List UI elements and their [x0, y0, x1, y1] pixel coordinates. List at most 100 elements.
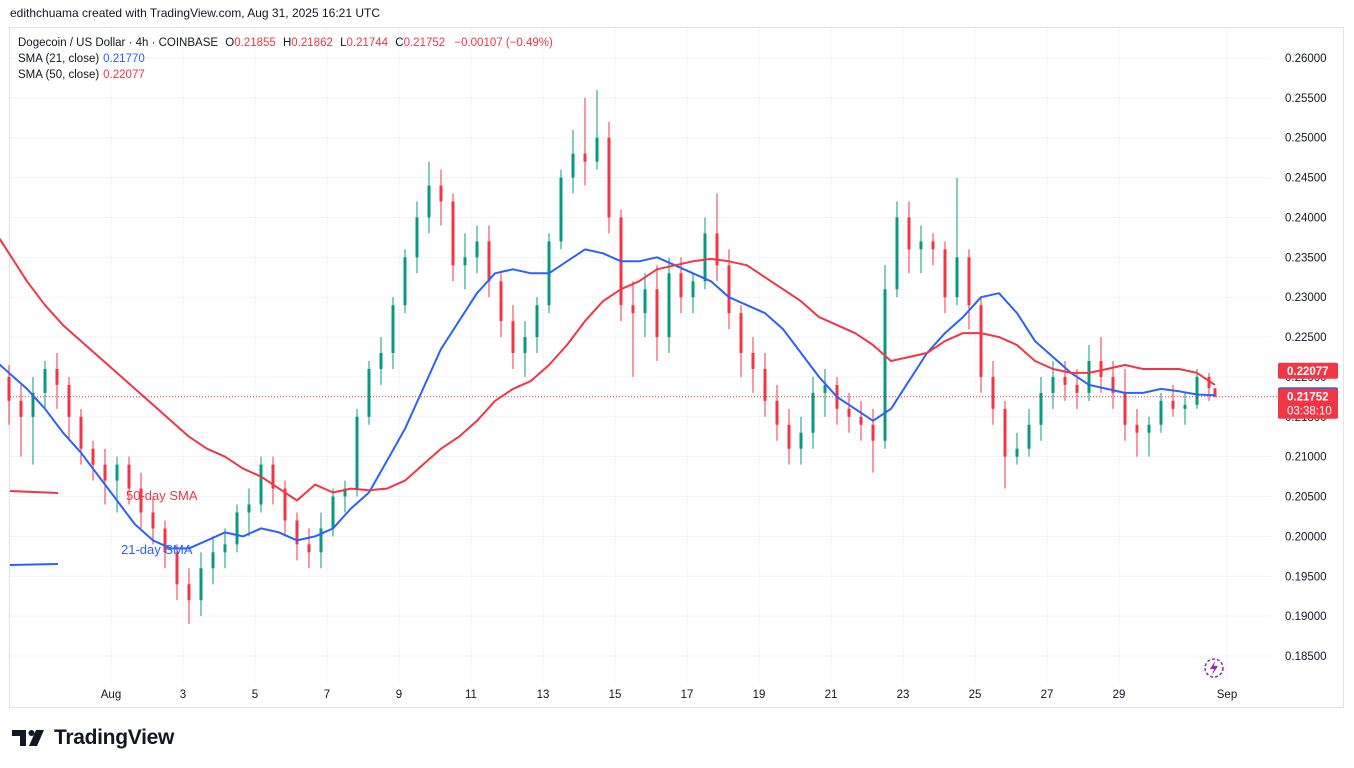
candle-body-up[interactable]: [823, 384, 827, 393]
candle-body-up[interactable]: [1087, 360, 1091, 393]
candle-body-down[interactable]: [283, 488, 287, 521]
candle-body-up[interactable]: [379, 353, 383, 369]
candle-body-up[interactable]: [235, 512, 239, 545]
candle-body-down[interactable]: [19, 400, 23, 417]
candle-body-up[interactable]: [1147, 424, 1151, 433]
candle-body-up[interactable]: [643, 289, 647, 314]
candle-body-down[interactable]: [295, 520, 299, 545]
candle-body-down[interactable]: [655, 289, 659, 338]
candle-body-up[interactable]: [343, 488, 347, 497]
candle-body-down[interactable]: [175, 552, 179, 585]
candle-body-up[interactable]: [31, 392, 35, 417]
candle-body-down[interactable]: [739, 313, 743, 354]
candle-body-down[interactable]: [1003, 408, 1007, 457]
symbol-label[interactable]: Dogecoin / US Dollar · 4h · COINBASE: [18, 37, 219, 49]
candle-body-up[interactable]: [595, 137, 599, 162]
candle-body-up[interactable]: [955, 257, 959, 298]
candle-body-down[interactable]: [583, 153, 587, 162]
candle-body-down[interactable]: [187, 584, 191, 601]
sma50-line[interactable]: [0, 174, 1216, 502]
lightning-icon[interactable]: [1204, 658, 1224, 678]
sma21-row[interactable]: SMA (21, close) 0.21770: [18, 51, 553, 67]
candle-body-up[interactable]: [199, 568, 203, 601]
candle-body-up[interactable]: [403, 257, 407, 306]
candle-body-down[interactable]: [943, 249, 947, 298]
candle-body-down[interactable]: [103, 464, 107, 481]
candle-body-up[interactable]: [43, 368, 47, 393]
candle-body-down[interactable]: [991, 376, 995, 409]
candle-body-up[interactable]: [367, 368, 371, 417]
candle-body-up[interactable]: [355, 416, 359, 489]
candle-body-up[interactable]: [535, 305, 539, 338]
candle-body-down[interactable]: [727, 265, 731, 314]
candle-body-down[interactable]: [715, 233, 719, 266]
candle-body-down[interactable]: [1135, 424, 1139, 433]
candle-body-up[interactable]: [427, 185, 431, 218]
candle-body-up[interactable]: [1027, 424, 1031, 449]
candle-body-down[interactable]: [1171, 400, 1175, 409]
candle-body-down[interactable]: [787, 424, 791, 449]
candle-body-up[interactable]: [259, 464, 263, 505]
candle-body-down[interactable]: [631, 305, 635, 314]
candle-body-up[interactable]: [247, 504, 251, 513]
candle-body-up[interactable]: [1195, 376, 1199, 405]
candle-body-down[interactable]: [1213, 388, 1217, 397]
candle-body-up[interactable]: [319, 528, 323, 553]
candle-body-up[interactable]: [703, 233, 707, 282]
candle-body-down[interactable]: [55, 368, 59, 385]
candle-body-down[interactable]: [679, 273, 683, 298]
candle-body-down[interactable]: [91, 448, 95, 465]
candle-body-up[interactable]: [1015, 448, 1019, 457]
candle-body-down[interactable]: [607, 137, 611, 218]
candle-body-down[interactable]: [139, 488, 143, 513]
candle-body-down[interactable]: [271, 464, 275, 489]
candle-body-down[interactable]: [127, 464, 131, 489]
candle-body-up[interactable]: [523, 337, 527, 354]
candle-body-up[interactable]: [895, 217, 899, 290]
candle-body-down[interactable]: [1099, 360, 1103, 377]
candle-body-up[interactable]: [799, 432, 803, 449]
candle-body-down[interactable]: [1111, 376, 1115, 393]
candle-body-down[interactable]: [871, 424, 875, 441]
candle-body-up[interactable]: [919, 241, 923, 250]
candle-body-down[interactable]: [847, 408, 851, 417]
tradingview-footer[interactable]: TradingView: [12, 726, 174, 750]
candle-body-down[interactable]: [859, 416, 863, 425]
candle-body-up[interactable]: [1051, 376, 1055, 393]
sma21-line[interactable]: [0, 248, 1216, 550]
candle-body-up[interactable]: [691, 281, 695, 298]
candle-body-up[interactable]: [475, 241, 479, 258]
candle-body-up[interactable]: [559, 177, 563, 242]
candle-body-up[interactable]: [571, 153, 575, 178]
candle-body-down[interactable]: [511, 321, 515, 354]
candle-body-up[interactable]: [463, 257, 467, 266]
candle-body-up[interactable]: [211, 552, 215, 569]
candle-body-down[interactable]: [931, 241, 935, 250]
candle-body-up[interactable]: [811, 392, 815, 433]
candle-body-down[interactable]: [7, 376, 11, 401]
candle-body-up[interactable]: [415, 217, 419, 258]
candle-body-down[interactable]: [775, 400, 779, 425]
candle-body-down[interactable]: [1123, 392, 1127, 425]
candle-body-down[interactable]: [79, 416, 83, 449]
candle-body-down[interactable]: [163, 528, 167, 553]
candle-body-down[interactable]: [1075, 384, 1079, 393]
candle-body-down[interactable]: [451, 201, 455, 266]
candle-body-up[interactable]: [331, 496, 335, 529]
candle-body-up[interactable]: [391, 305, 395, 354]
candle-body-up[interactable]: [223, 544, 227, 553]
candle-body-down[interactable]: [151, 512, 155, 529]
candle-body-down[interactable]: [67, 384, 71, 417]
candle-body-down[interactable]: [1063, 376, 1067, 385]
candle-body-down[interactable]: [439, 185, 443, 202]
candle-body-down[interactable]: [967, 257, 971, 306]
candle-body-down[interactable]: [907, 217, 911, 250]
candle-body-down[interactable]: [307, 544, 311, 553]
candle-body-up[interactable]: [1159, 400, 1163, 425]
candle-body-up[interactable]: [883, 289, 887, 441]
sma50-row[interactable]: SMA (50, close) 0.22077: [18, 67, 553, 83]
candle-body-down[interactable]: [487, 241, 491, 282]
candle-body-up[interactable]: [115, 464, 119, 481]
candle-body-down[interactable]: [751, 353, 755, 369]
